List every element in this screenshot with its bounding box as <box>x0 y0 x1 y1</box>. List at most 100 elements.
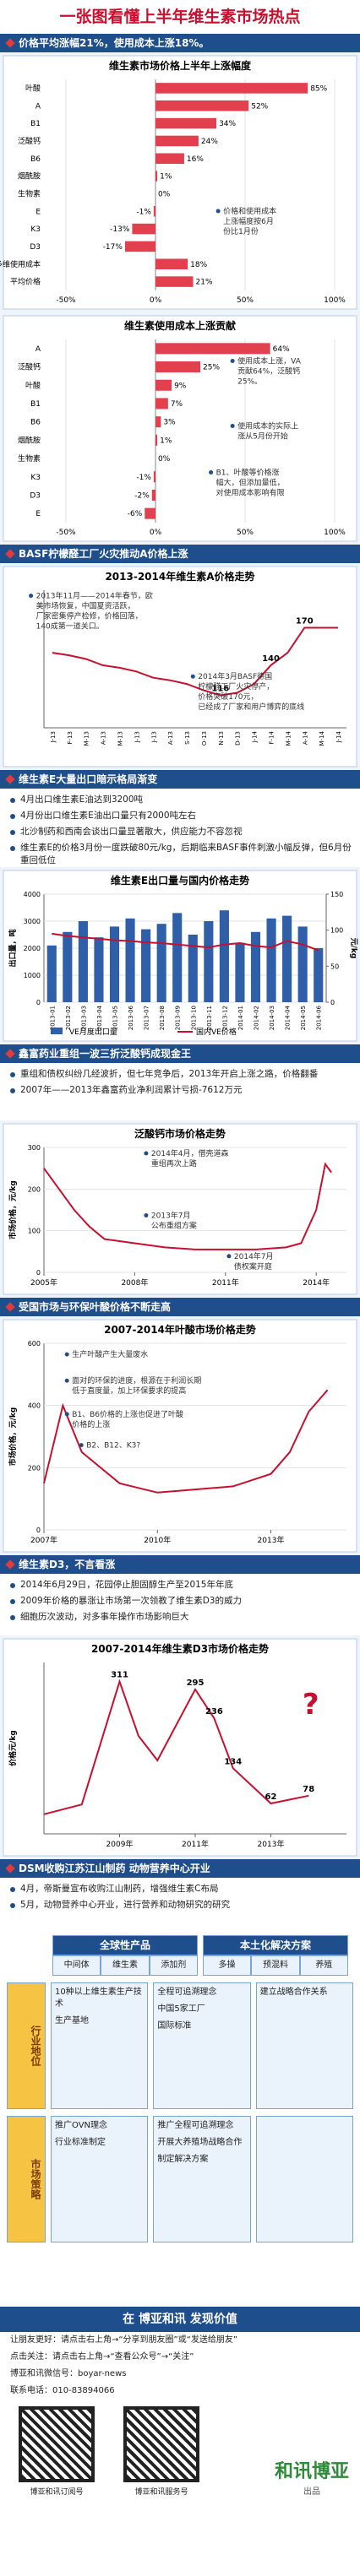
qr-row: 博亚和讯订阅号 博亚和讯服务号 和讯博亚 出品 <box>0 2400 360 2503</box>
value-label: 170 <box>296 616 314 626</box>
annotation: 2013年11月——2014年春节，欧 <box>36 591 153 601</box>
section-header: DSM收购江苏江山制药 动物营养中心开业 <box>0 1859 360 1878</box>
chart: 2013-2014年维生素A价格走势 J-13 F-13 M-13 A-13 M-13 J-… <box>3 566 357 767</box>
value-label: 7% <box>171 400 183 409</box>
section-header: BASF柠檬醛工厂火灾推动A价格上涨 <box>0 545 360 563</box>
annotation-bullet <box>64 1352 69 1357</box>
legend-swatch <box>51 1028 63 1034</box>
category-label: E <box>35 208 41 216</box>
chart-title: 维生素使用成本上涨贡献 <box>124 319 236 332</box>
x-tick-label: A-13 <box>101 731 107 745</box>
brand-block: 和讯博亚 出品 <box>274 2460 350 2497</box>
annotation: 2014年4月，借壳道森 <box>151 1148 229 1158</box>
x-tick-label: 2013年 <box>258 1535 285 1545</box>
brand: 和讯博亚 <box>274 2461 349 2482</box>
category-label: 生物素 <box>18 453 41 464</box>
annotation: ? <box>303 1688 319 1722</box>
annotation-bullet <box>79 1443 84 1448</box>
annotation: 份比1月份 <box>223 226 259 236</box>
value-label: -17% <box>103 243 123 252</box>
bar <box>235 942 245 1002</box>
value-label: 1% <box>160 173 172 182</box>
bar <box>153 471 155 483</box>
table-cell <box>255 2116 353 2242</box>
chart-bg <box>3 1123 357 1295</box>
legend-label: 国内VE价格 <box>196 1027 237 1037</box>
annotation: 低于直度量，加上环保要求的提高 <box>72 1386 186 1396</box>
column-header: 本土化解决方案 <box>203 1935 348 1955</box>
bar <box>155 171 158 182</box>
value-label: 85% <box>310 84 327 93</box>
legend-label: VE月度出口量 <box>69 1027 117 1037</box>
y-axis-label: 价格元/kg <box>8 1730 18 1766</box>
value-label: 16% <box>187 155 204 164</box>
bar <box>250 931 261 1002</box>
sub-header: 添加剂 <box>149 1955 198 1976</box>
x-tick-label: J-13 <box>50 731 57 743</box>
x-tick-label: 2014-01 <box>237 1006 244 1030</box>
x-tick-label: J-14 <box>335 730 342 743</box>
annotation: 幅大，但添加量低， <box>216 478 285 488</box>
y-tick-label: 300 <box>28 1144 41 1152</box>
chart-title: 2007-2014年维生素D3市场价格走势 <box>91 1642 269 1655</box>
table-row: 行业地位 10种以上维生素生产技术 生产基地 全程可追溯理念 中国5家工厂 国际标准 建立战… <box>7 1982 353 2109</box>
column-group: 全球性产品 中间体 维生素 添加剂 <box>52 1935 198 1976</box>
y2-tick-label: 50 <box>330 963 339 970</box>
qr-label: 博亚和讯订阅号 <box>30 2488 84 2497</box>
bar <box>155 398 168 409</box>
bar <box>314 948 324 1002</box>
chart-title: 维生素E出口量与国内价格走势 <box>111 874 249 887</box>
column-header: 全球性产品 <box>52 1935 198 1955</box>
x-tick-label: 2013-09 <box>175 1006 182 1030</box>
chart-block: 维生素使用成本上涨贡献 -50% 0% 50% 100% A 64% 泛酸钙 25% 叶酸 9% B1… <box>0 312 360 545</box>
x-tick-label: 100% <box>324 529 346 537</box>
annotation: 美市场恢复，中国夏资活跃， <box>36 601 135 611</box>
y-tick-label: 200 <box>28 1464 41 1472</box>
x-tick-label: 2014-04 <box>285 1005 292 1030</box>
bar <box>132 223 155 235</box>
chart-block: 2007-2014年叶酸市场价格走势 0 200 400 600 市场价格，元/kg 200… <box>0 1316 360 1555</box>
bullet-list: 4月，帝斯曼宣布收购江山制药，增强维生素C布局 5月，动物营养中心开业，进行营养和… <box>0 1878 360 1927</box>
table-row: 市场策略 推广OVN理念 行业标准制定 推广全程可追溯理念 开展大养殖场战略合作 制定解决… <box>7 2116 353 2242</box>
annotation: 生产叶酸产生大量废水 <box>72 1349 148 1359</box>
cell-item: 生产基地 <box>55 2016 89 2026</box>
x-tick-label: 2013-12 <box>221 1006 228 1030</box>
chart: 维生素使用成本上涨贡献 -50% 0% 50% 100% A 64% 泛酸钙 25% 叶酸 9% B1… <box>3 315 357 542</box>
chart: 维生素E出口量与国内价格走势01000200030004000出口量，吨2013… <box>3 870 358 1042</box>
annotation: 价格和使用成本 <box>223 206 276 216</box>
bullet-list: 4月出口维生素E油达到3200吨 4月份出口维生素E油出口量只有2000吨左右 北沙… <box>0 789 360 867</box>
bullet: 北沙制药和西南会谈出口量显著散大，供应能力不容忽视 <box>8 826 352 838</box>
value-label: 9% <box>174 382 187 390</box>
bar <box>156 924 166 1002</box>
qr-block: 博亚和讯订阅号 <box>10 2406 103 2497</box>
category-label: 平均价格 <box>10 277 41 287</box>
annotation-bullet <box>64 1378 69 1383</box>
table-cell: 全程可追溯理念 中国5家工厂 国际标准 <box>153 1982 251 2109</box>
cell-item: 制定解决方案 <box>157 2155 209 2164</box>
x-tick-label: A-14 <box>302 730 308 745</box>
sub-header: 预混料 <box>251 1955 300 1976</box>
value-label: 62 <box>265 1792 277 1802</box>
annotation: 2014年7月 <box>234 1251 274 1261</box>
bar <box>172 913 183 1002</box>
x-tick-label: 2013-05 <box>112 1006 119 1030</box>
section-header: 鑫富药业重组一波三折泛酸钙成现金王 <box>0 1044 360 1063</box>
value-label: 24% <box>201 138 218 146</box>
annotation: 公布重组方案 <box>151 1221 197 1231</box>
chart-block: 2013-2014年维生素A价格走势 J-13 F-13 M-13 A-13 M-13 J-… <box>0 563 360 770</box>
annotation-bullet <box>230 424 235 428</box>
bullet: 2014年6月29日，花园停止胆固醇生产至2015年年底 <box>8 1579 352 1592</box>
sub-row: 中间体 维生素 添加剂 <box>52 1955 198 1976</box>
annotation: 上涨幅度按6月 <box>223 216 274 226</box>
value-label: -2% <box>134 491 150 500</box>
x-tick-label: D-13 <box>235 731 242 746</box>
y-tick-label: 0 <box>36 1527 41 1534</box>
annotation: 价格的上涨 <box>72 1419 110 1429</box>
value-label: 64% <box>273 345 290 354</box>
y2-tick-label: 100 <box>330 927 343 935</box>
category-label: K3 <box>30 225 41 234</box>
x-tick-label: N-13 <box>218 731 225 746</box>
value-label: 18% <box>190 261 207 269</box>
column-group: 本土化解决方案 多操 预混料 养殖 <box>203 1935 348 1976</box>
